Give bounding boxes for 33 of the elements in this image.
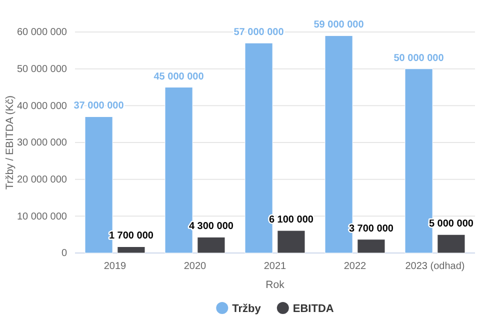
bar [197, 236, 226, 254]
data-label: 57 000 000 [234, 27, 284, 38]
bar [324, 35, 353, 254]
bar [84, 116, 113, 254]
x-axis-title: Rok [266, 279, 286, 291]
data-label: 59 000 000 [314, 20, 364, 31]
y-tick-label: 30 000 000 [16, 138, 68, 149]
x-tick-label: 2019 [104, 261, 127, 272]
y-tick-label: 60 000 000 [16, 27, 68, 38]
y-tick-label: 20 000 000 [16, 174, 68, 186]
bar [357, 239, 386, 254]
y-tick-label: 0 [61, 248, 68, 260]
bar [404, 68, 433, 254]
bar [117, 246, 146, 254]
data-label: 1 700 000 [108, 230, 154, 242]
legend-label: EBITDA [292, 303, 334, 315]
y-tick-label: 40 000 000 [16, 100, 68, 112]
y-tick-label: 50 000 000 [16, 64, 68, 76]
data-label: 5 000 000 [428, 218, 474, 230]
x-tick-label: 2022 [344, 261, 367, 272]
bar [277, 230, 306, 254]
bar [244, 42, 273, 254]
legend-label: Tržby [232, 303, 262, 315]
y-tick-label: 10 000 000 [16, 211, 68, 222]
data-label: 50 000 000 [394, 52, 444, 64]
bar [164, 87, 193, 254]
x-tick-label: 2021 [264, 261, 287, 272]
x-tick-label: 2020 [184, 261, 207, 272]
x-tick-label: 2023 (odhad) [405, 261, 465, 272]
bar [437, 234, 466, 254]
data-label: 45 000 000 [154, 71, 204, 82]
y-axis-title: Tržby / EBITDA (Kč) [4, 95, 16, 190]
data-label: 37 000 000 [74, 100, 124, 112]
